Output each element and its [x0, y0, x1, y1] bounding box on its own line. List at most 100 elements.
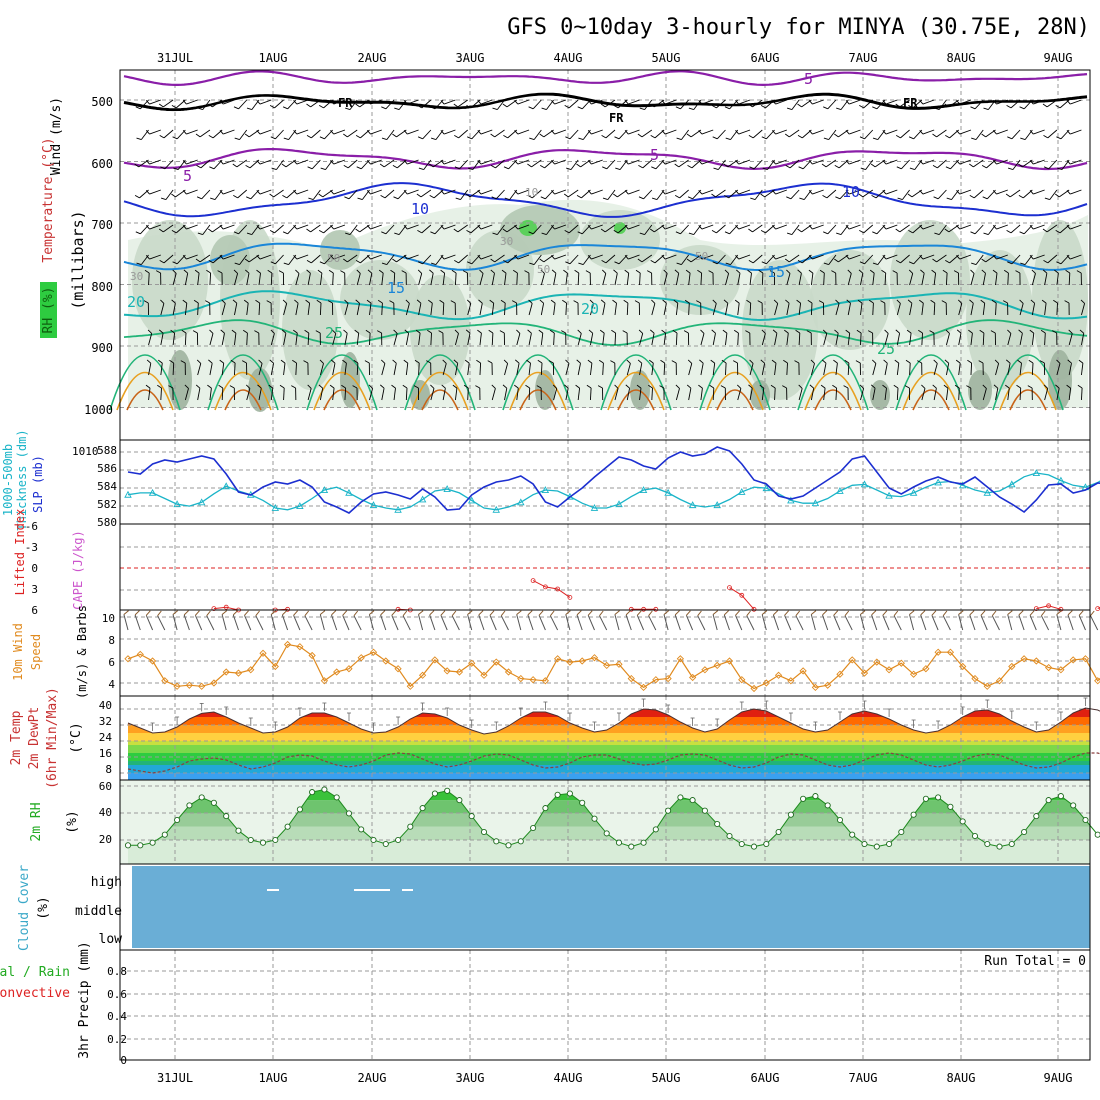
wind-barb-flag — [613, 269, 618, 274]
wind10-barb — [648, 615, 657, 631]
wind-barb-flag — [872, 231, 878, 235]
wind-barb — [775, 159, 788, 165]
wind-barb — [933, 388, 937, 401]
wind-barb — [246, 388, 251, 401]
wind-barb — [1031, 303, 1036, 316]
wind-barb-flag — [597, 385, 603, 389]
wind-barb-flag — [293, 190, 298, 195]
wind-barb-flag — [857, 299, 863, 304]
wind-barb — [922, 224, 935, 230]
wind-barb — [491, 332, 494, 346]
rh-point — [247, 836, 254, 844]
date-label-top: 4AUG — [554, 51, 583, 65]
wind-barb-flag — [686, 384, 692, 389]
wind10-barb — [833, 615, 841, 631]
wind-barb — [970, 333, 973, 346]
thickness-point — [1032, 469, 1041, 476]
wind-barb — [239, 254, 248, 265]
wind-barb-flag — [487, 360, 493, 364]
wind-barb — [761, 388, 765, 401]
wind-barb-flag — [698, 384, 703, 389]
wind-barb — [675, 273, 680, 286]
wind-barb — [810, 302, 813, 316]
wind-barb-flag — [381, 106, 387, 110]
wind10-barb-flag — [319, 610, 326, 615]
wind-barb-flag — [381, 231, 387, 235]
wind-barb-flag — [390, 269, 395, 274]
rh-point — [1008, 840, 1015, 848]
wind-barb — [333, 224, 346, 230]
wind-barb-flag — [173, 167, 179, 171]
rh-tick: 60 — [99, 780, 112, 793]
wind-barb-flag — [685, 269, 691, 274]
wind-barb-flag — [413, 385, 419, 389]
wind-barb-flag — [736, 384, 742, 389]
wind-barb — [885, 159, 898, 165]
wind-barb — [679, 189, 689, 199]
wind-barb — [422, 254, 432, 265]
wind-barb-flag — [503, 260, 508, 264]
wind-barb-flag — [662, 299, 667, 304]
wind-barb — [725, 362, 727, 376]
wind-barb — [737, 388, 742, 401]
wind-barb-flag — [626, 359, 631, 364]
wind10-speed-point — [308, 651, 316, 660]
wind-barb — [532, 189, 542, 199]
wind-barb — [614, 273, 618, 286]
wind-barb — [1033, 224, 1045, 230]
wind-barb-flag — [184, 384, 189, 389]
wind-barb-flag — [796, 299, 801, 304]
wind-barb-flag — [244, 258, 250, 263]
wind10-speed-point — [1032, 657, 1040, 665]
wind10-axis-label: Speed — [29, 634, 43, 670]
wind-barb-flag — [944, 359, 949, 364]
isotherm-30 — [992, 354, 1064, 411]
wind-barb-flag — [402, 384, 408, 389]
wind-barb-flag — [710, 359, 715, 364]
wind-barb-flag — [1043, 166, 1049, 170]
wind10-barb-flag — [893, 610, 899, 617]
rh-point — [959, 818, 966, 825]
rh-point — [468, 813, 475, 820]
wind-barb — [590, 363, 593, 376]
wind-barb-flag — [1054, 269, 1059, 274]
thickness-point — [885, 491, 893, 499]
wind-barb-flag — [712, 299, 717, 304]
wind-barb — [786, 303, 790, 316]
wind-barb — [296, 159, 309, 165]
wind-barb — [835, 333, 839, 346]
wind-barb-flag — [919, 225, 924, 230]
wind-barb-flag — [723, 163, 729, 168]
wind-barb — [712, 363, 716, 376]
wind-barb — [1068, 333, 1073, 346]
wind-barb — [504, 388, 508, 401]
wind-barb — [700, 363, 704, 376]
wind-barb-flag — [1056, 136, 1062, 140]
rh-tick: 20 — [99, 833, 112, 846]
wind-barb-flag — [330, 255, 335, 260]
wind10-barb-flag — [255, 610, 260, 617]
wind10-speed-point — [431, 656, 439, 664]
wind-barb — [369, 388, 374, 401]
date-label-bottom: 9AUG — [1044, 1071, 1073, 1085]
thickness-point — [860, 480, 869, 488]
wind-barb-flag — [281, 163, 287, 168]
wind-barb-flag — [355, 299, 360, 304]
wind-barb-flag — [845, 329, 850, 334]
wind-barb-flag — [637, 258, 643, 263]
rh-shading — [1048, 350, 1072, 410]
wind-barb-flag — [316, 299, 322, 304]
wind-barb-flag — [1044, 197, 1050, 201]
wind-barb-flag — [697, 269, 702, 274]
wind-barb — [149, 129, 161, 135]
rh-high-humidity — [614, 222, 626, 234]
wind-barb-flag — [355, 228, 360, 233]
wind-barb — [259, 189, 272, 195]
wind-barb-flag — [393, 196, 399, 200]
wind-barb — [533, 129, 542, 140]
wind-barb-flag — [971, 137, 977, 141]
wind-barb — [1068, 363, 1072, 376]
wind-barb-flag — [1056, 261, 1062, 265]
wind-barb — [752, 224, 763, 233]
wind10-speed-point — [566, 658, 574, 666]
